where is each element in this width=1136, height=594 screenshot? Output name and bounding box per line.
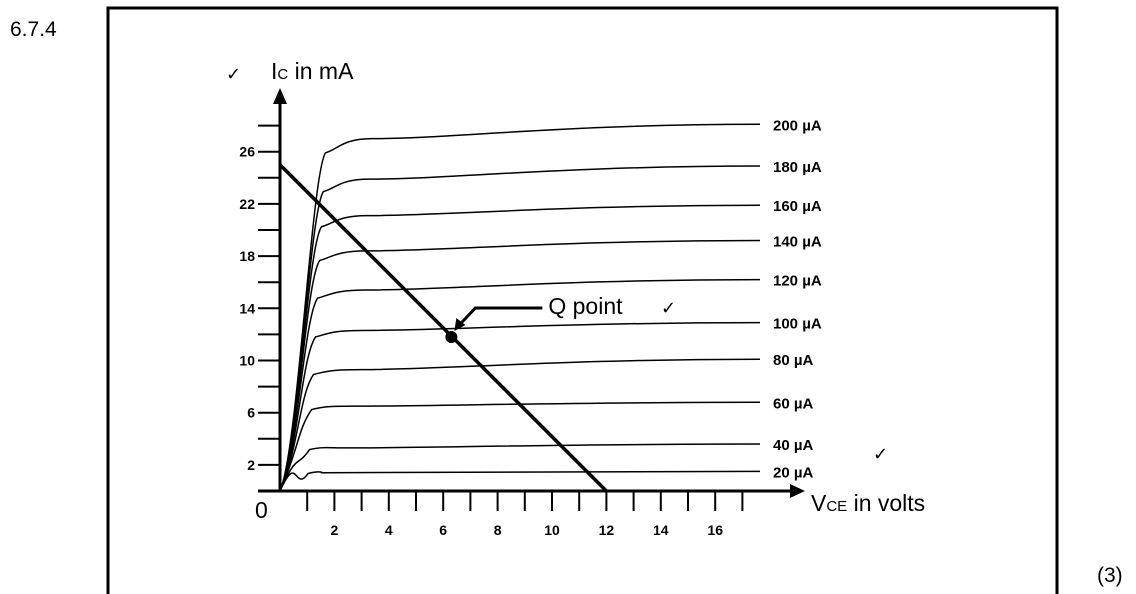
y-tick-label: 10 <box>239 353 255 369</box>
q-point-label: Q point <box>548 293 623 319</box>
x-tick-label: 2 <box>331 522 339 538</box>
check-mark-axes: ✓ <box>226 64 241 85</box>
x-axis-title: VCE in volts <box>811 490 925 516</box>
x-axis-arrow <box>790 484 805 498</box>
curve-20ua <box>279 470 761 492</box>
y-tick-label: 18 <box>239 248 255 264</box>
q-point-marker <box>445 331 458 344</box>
curve-60ua <box>279 401 761 492</box>
curve-120ua <box>279 278 761 492</box>
x-tick-label: 6 <box>439 522 447 538</box>
curve-160ua <box>279 204 761 492</box>
curve-label: 40 µA <box>773 437 813 454</box>
curve-label: 60 µA <box>773 395 813 412</box>
x-tick-label: 4 <box>385 522 393 538</box>
curve-label: 180 µA <box>773 159 822 176</box>
y-tick-label: 6 <box>247 405 255 421</box>
curve-40ua <box>279 443 761 492</box>
y-tick-label: 26 <box>239 144 255 160</box>
curve-label: 200 µA <box>773 117 822 134</box>
chart-frame <box>106 6 1059 594</box>
curve-label: 20 µA <box>773 464 813 481</box>
tick-marks <box>258 124 744 511</box>
x-tick-label: 8 <box>494 522 502 538</box>
curve-label: 160 µA <box>773 198 822 215</box>
x-tick-label: 16 <box>707 522 723 538</box>
curve-label: 100 µA <box>773 316 822 333</box>
x-tick-label: 10 <box>544 522 560 538</box>
curve-label: 140 µA <box>773 233 822 250</box>
check-mark-load-line: ✓ <box>873 444 888 465</box>
y-tick-label: 2 <box>247 457 255 473</box>
check-mark-q-point: ✓ <box>661 298 676 319</box>
y-axis-arrow <box>273 88 287 104</box>
y-tick-label: 14 <box>239 300 255 316</box>
curve-label: 120 µA <box>773 273 822 290</box>
curve-200ua <box>279 123 761 492</box>
dc-load-line <box>278 163 608 493</box>
curve-140ua <box>279 239 761 492</box>
x-tick-label: 12 <box>599 522 615 538</box>
curve-100ua <box>279 321 761 492</box>
curve-label: 80 µA <box>773 352 813 369</box>
q-point-arrow <box>458 306 543 327</box>
curve-180ua <box>279 165 761 492</box>
curve-80ua <box>279 358 761 492</box>
x-tick-label: 14 <box>653 522 669 538</box>
y-tick-label: 22 <box>239 196 255 212</box>
question-number: 6.7.4 <box>10 18 57 41</box>
y-axis-title: IC in mA <box>271 58 354 84</box>
q-point-arrowhead <box>454 318 466 332</box>
origin-label: 0 <box>255 497 268 523</box>
marks-label: (3) <box>1097 564 1123 587</box>
characteristic-curves: 20 µA 40 µA 60 µA 80 µA 100 µA 120 µA 140 µA 16… <box>279 117 822 492</box>
